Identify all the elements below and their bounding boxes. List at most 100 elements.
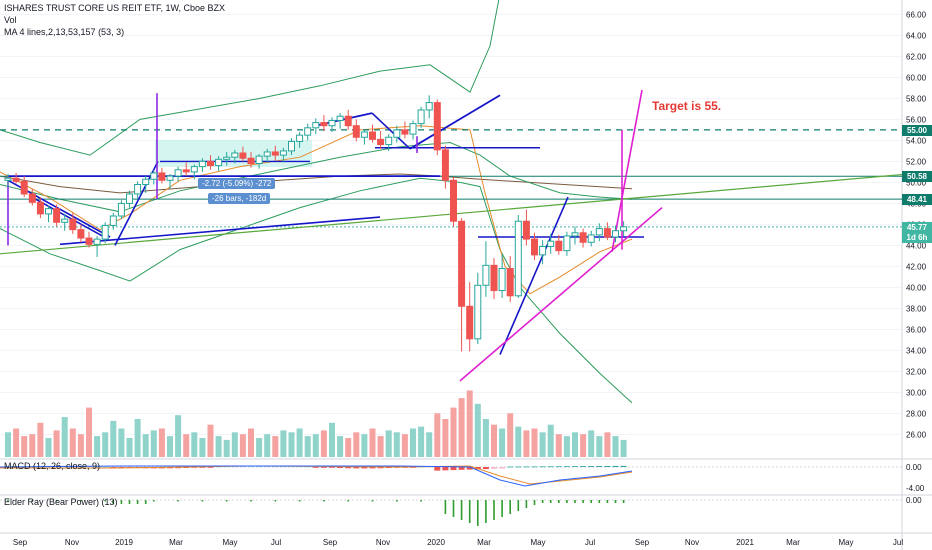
volume-bar bbox=[21, 436, 28, 457]
candle-body bbox=[93, 238, 101, 245]
volume-bar bbox=[272, 436, 279, 457]
candle-body bbox=[369, 131, 376, 140]
volume-bar bbox=[207, 424, 214, 457]
candle-body bbox=[263, 151, 271, 157]
elder-tick-label: 0.00 bbox=[906, 496, 922, 505]
bollinger-bands bbox=[0, 0, 633, 404]
elder-bar bbox=[7, 500, 9, 502]
candle-body bbox=[409, 123, 417, 135]
candle-body bbox=[247, 157, 255, 164]
macd-histogram-bar bbox=[329, 467, 335, 468]
macd-histogram-bar bbox=[102, 466, 109, 468]
macd-signal-line bbox=[0, 465, 633, 485]
volume-bar bbox=[183, 434, 190, 457]
volume-bar bbox=[499, 428, 506, 457]
candle-body bbox=[53, 208, 61, 223]
candle-body bbox=[620, 226, 628, 232]
volume-bar bbox=[531, 428, 538, 457]
time-tick-label: Sep bbox=[635, 538, 650, 547]
candle-body bbox=[101, 224, 109, 240]
elder-bar bbox=[112, 500, 115, 504]
volume-bar bbox=[466, 390, 473, 457]
volume-bar bbox=[37, 422, 44, 457]
volume-bar bbox=[401, 434, 408, 457]
candle-body bbox=[182, 169, 190, 173]
volume-bar bbox=[539, 432, 546, 457]
volume-legend: Vol bbox=[4, 15, 17, 25]
candle-body bbox=[563, 235, 571, 252]
channel-mid-line bbox=[371, 112, 411, 150]
elder-bar bbox=[493, 500, 495, 520]
macd-histogram-bar bbox=[580, 466, 587, 467]
candle-body bbox=[312, 122, 320, 129]
candle-body bbox=[433, 102, 441, 151]
macd-histogram-bar bbox=[572, 466, 578, 467]
candle-body bbox=[158, 172, 166, 181]
price-tag: 50.58 bbox=[902, 171, 932, 183]
candle-body bbox=[255, 155, 263, 164]
volume-bar bbox=[377, 436, 384, 457]
candle-body bbox=[85, 237, 93, 245]
time-tick-label: 2019 bbox=[115, 538, 133, 547]
price-tick-label: 44.00 bbox=[906, 241, 927, 250]
time-tick-label: Nov bbox=[376, 538, 390, 547]
macd-histogram-bar bbox=[539, 466, 546, 468]
volume-bar bbox=[94, 436, 101, 457]
channel-top-line bbox=[409, 94, 501, 150]
bollinger-lower bbox=[0, 177, 633, 404]
price-tag: 1d 6h bbox=[902, 231, 932, 243]
time-tick-label: 2021 bbox=[736, 538, 754, 547]
macd-histogram-bar bbox=[207, 467, 214, 468]
macd-histogram-bar bbox=[345, 467, 352, 469]
candle-body bbox=[109, 215, 117, 226]
target-annotation: Target is 55. bbox=[652, 99, 721, 113]
price-tick-label: 60.00 bbox=[906, 73, 927, 82]
volume-bar bbox=[191, 432, 198, 457]
price-tag: 45.77 bbox=[902, 221, 932, 233]
volume-bar bbox=[353, 432, 360, 457]
price-tick-label: 32.00 bbox=[906, 367, 927, 376]
macd-histogram-bar bbox=[385, 467, 392, 469]
elder-bar bbox=[250, 500, 252, 502]
elder-bar bbox=[420, 500, 422, 502]
elder-bar bbox=[153, 500, 155, 502]
recovery-line bbox=[499, 196, 569, 355]
volume-bar bbox=[175, 415, 182, 457]
volume-bar bbox=[458, 398, 465, 457]
candle-body bbox=[4, 177, 12, 181]
macd-histogram-bar bbox=[482, 467, 489, 470]
macd-histogram-bar bbox=[369, 467, 376, 469]
candle-body bbox=[271, 151, 279, 156]
volume-bar bbox=[612, 436, 619, 457]
candle-body bbox=[28, 193, 36, 203]
elder-bar bbox=[533, 500, 536, 505]
volume-bar bbox=[256, 438, 263, 457]
price-tick-label: 54.00 bbox=[906, 136, 927, 145]
volume-bar bbox=[491, 424, 497, 457]
elder-bar bbox=[371, 500, 374, 502]
candle-body bbox=[36, 201, 44, 215]
price-tick-label: 34.00 bbox=[906, 346, 927, 355]
volume-bar bbox=[69, 428, 76, 457]
candle-body bbox=[571, 232, 579, 237]
candle-body bbox=[223, 156, 231, 160]
macd-pane bbox=[0, 465, 902, 487]
elder-bar bbox=[144, 500, 147, 504]
candle-body bbox=[142, 178, 150, 185]
candle-body bbox=[474, 284, 482, 340]
candle-body bbox=[482, 264, 490, 286]
candle-body bbox=[215, 158, 223, 167]
elder-bar bbox=[574, 500, 576, 503]
elder-bar bbox=[477, 500, 479, 526]
volume-bar bbox=[118, 428, 125, 457]
ma-legend: MA 4 lines,2,13,53,157 (53, 3) bbox=[4, 27, 125, 37]
volume-bar bbox=[515, 426, 522, 457]
macd-histogram-bar bbox=[337, 467, 344, 469]
elder-ray-pane bbox=[0, 499, 902, 526]
candle-body bbox=[539, 245, 547, 256]
elder-bar bbox=[347, 500, 349, 502]
candle-body bbox=[190, 166, 198, 173]
elder-bar bbox=[128, 500, 131, 504]
candle-body bbox=[441, 149, 449, 181]
